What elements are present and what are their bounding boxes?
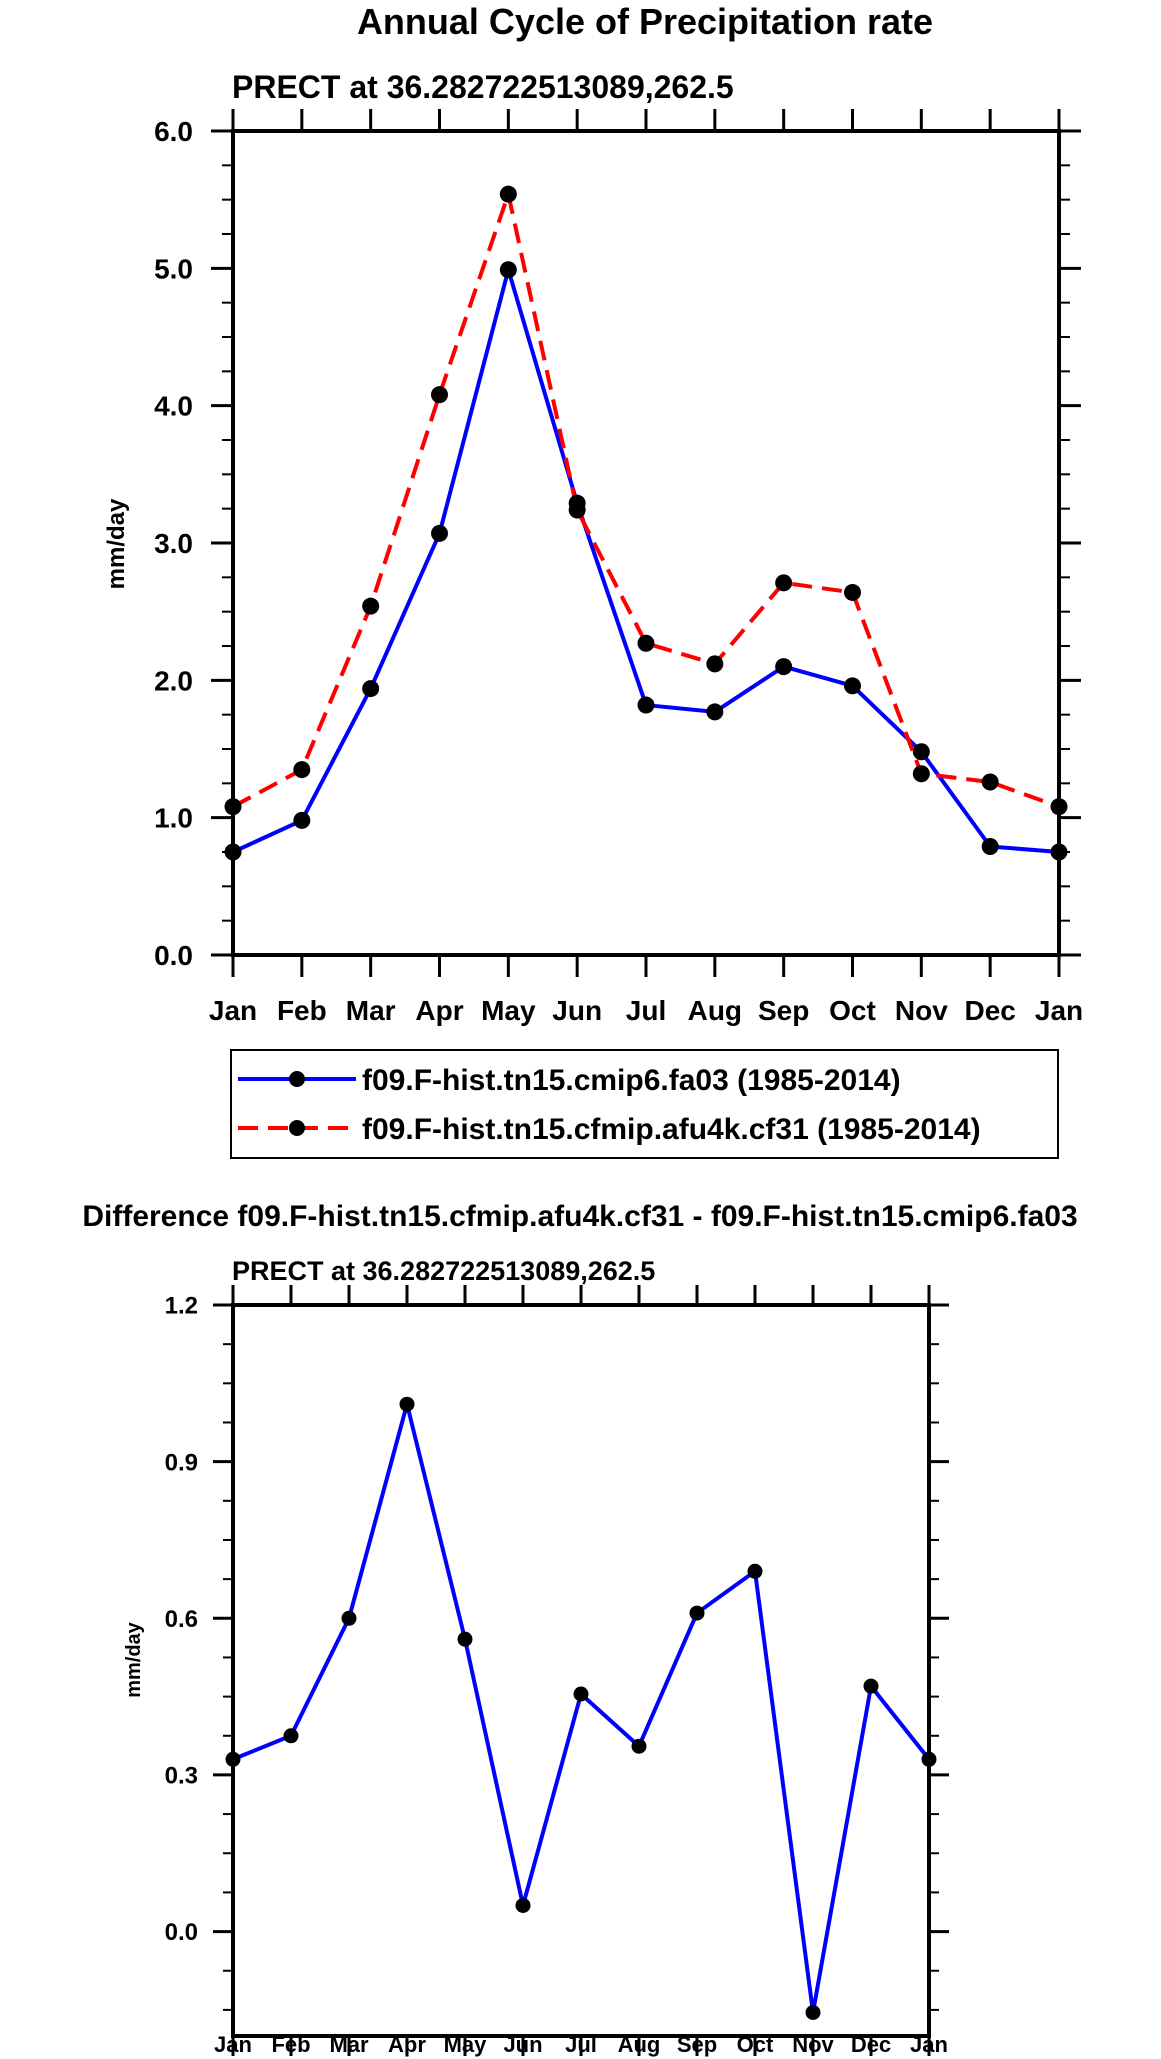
data-point-1 xyxy=(775,658,793,676)
x-tick-label: May xyxy=(481,995,536,1026)
y-tick-label: 3.0 xyxy=(154,528,193,559)
data-point-2 xyxy=(499,185,517,203)
x-tick-label: Jan xyxy=(209,995,257,1026)
difference-y-tick-labels: 0.0 0.3 0.6 0.9 1.2 xyxy=(165,1293,198,1947)
x-tick-label: Jun xyxy=(552,995,602,1026)
difference-chart-title: Difference f09.F-hist.tn15.cfmip.afu4k.c… xyxy=(82,1200,1077,1233)
data-point-2 xyxy=(293,761,311,779)
data-point-2 xyxy=(637,634,655,652)
x-tick-label: Mar xyxy=(346,995,396,1026)
legend-box xyxy=(230,1049,1059,1159)
series-lines xyxy=(232,192,1060,854)
data-point-1 xyxy=(689,1605,705,1621)
y-tick-label: 0.0 xyxy=(154,940,193,971)
data-point-1 xyxy=(515,1897,531,1913)
x-tick-label: Feb xyxy=(277,995,327,1026)
plot-frame xyxy=(231,129,1061,957)
y-tick-label: 2.0 xyxy=(154,665,193,696)
difference-chart: Difference f09.F-hist.tn15.cfmip.afu4k.c… xyxy=(82,1200,1077,2057)
chart-subtitle: PRECT at 36.282722513089,262.5 xyxy=(232,69,734,105)
data-point-2 xyxy=(912,765,930,783)
annual-cycle-chart: Annual Cycle of Precipitation rate PRECT… xyxy=(103,1,1083,1026)
y-tick-label: 0.0 xyxy=(165,1919,198,1946)
data-point-1 xyxy=(844,677,861,695)
x-tick-label: Sep xyxy=(758,995,809,1026)
x-tick-label: Jul xyxy=(626,995,666,1026)
legend-label-2: f09.F-hist.tn15.cfmip.afu4k.cf31 (1985-2… xyxy=(362,1113,981,1146)
difference-plot-frame xyxy=(231,1303,931,2038)
y-tick-label: 4.0 xyxy=(154,391,193,422)
x-tick-label: Oct xyxy=(829,995,876,1026)
legend-label-1: f09.F-hist.tn15.cmip6.fa03 (1985-2014) xyxy=(362,1064,901,1097)
y-tick-label: 1.0 xyxy=(154,803,193,834)
data-point-1 xyxy=(573,1686,589,1702)
y-tick-labels: 0.0 1.0 2.0 3.0 4.0 5.0 6.0 xyxy=(154,116,193,971)
data-point-1 xyxy=(981,838,999,856)
y-tick-label: 0.6 xyxy=(165,1606,198,1633)
series-line-1 xyxy=(232,1402,931,2015)
x-tick-label: Apr xyxy=(415,995,463,1026)
x-tick-label: Aug xyxy=(688,995,742,1026)
data-point-1 xyxy=(805,2005,821,2021)
difference-chart-subtitle: PRECT at 36.282722513089,262.5 xyxy=(232,1256,655,1286)
data-point-1 xyxy=(362,680,380,698)
legend: f09.F-hist.tn15.cmip6.fa03 (1985-2014) f… xyxy=(230,1049,1059,1159)
axis-ticks xyxy=(211,109,1081,977)
data-point-1 xyxy=(863,1678,879,1694)
chart-title: Annual Cycle of Precipitation rate xyxy=(357,1,933,42)
x-tick-label: Dec xyxy=(964,995,1015,1026)
data-point-1 xyxy=(399,1396,415,1412)
y-tick-label: 1.2 xyxy=(165,1293,198,1320)
difference-y-axis-label: mm/day xyxy=(123,1621,145,1697)
data-point-2 xyxy=(568,501,586,519)
data-point-1 xyxy=(912,743,930,761)
legend-marker-2 xyxy=(289,1120,305,1136)
data-point-2 xyxy=(775,574,793,592)
x-tick-label: Nov xyxy=(895,995,948,1026)
legend-entry-1: f09.F-hist.tn15.cmip6.fa03 (1985-2014) xyxy=(238,1064,901,1097)
data-point-1 xyxy=(457,1631,473,1647)
y-tick-label: 0.3 xyxy=(165,1763,198,1790)
difference-series-lines xyxy=(232,1402,931,2015)
data-point-1 xyxy=(341,1610,357,1626)
data-point-2 xyxy=(706,655,724,673)
x-tick-label: Jan xyxy=(1035,995,1083,1026)
y-tick-label: 5.0 xyxy=(154,253,193,284)
data-point-1 xyxy=(637,696,655,714)
y-tick-label: 0.9 xyxy=(165,1449,198,1476)
data-point-1 xyxy=(631,1738,647,1754)
data-point-1 xyxy=(747,1563,763,1579)
y-axis-label: mm/day xyxy=(103,498,130,589)
series-points xyxy=(224,185,1068,861)
data-point-1 xyxy=(499,261,517,279)
y-tick-label: 6.0 xyxy=(154,116,193,147)
x-tick-labels: Jan Feb Mar Apr May Jun Jul Aug Sep Oct Nov Dec Jan xyxy=(209,995,1083,1026)
series-line-1 xyxy=(232,267,1060,854)
data-point-1 xyxy=(283,1728,299,1744)
data-point-2 xyxy=(844,583,861,601)
data-point-2 xyxy=(362,597,380,615)
data-point-1 xyxy=(431,524,448,542)
legend-entry-2: f09.F-hist.tn15.cfmip.afu4k.cf31 (1985-2… xyxy=(238,1113,981,1146)
data-point-1 xyxy=(706,703,724,721)
difference-series-points xyxy=(225,1396,937,2021)
difference-axis-ticks xyxy=(213,1285,949,2056)
legend-marker-1 xyxy=(289,1071,305,1087)
data-point-2 xyxy=(981,773,999,791)
data-point-2 xyxy=(431,386,448,404)
data-point-1 xyxy=(293,811,311,829)
